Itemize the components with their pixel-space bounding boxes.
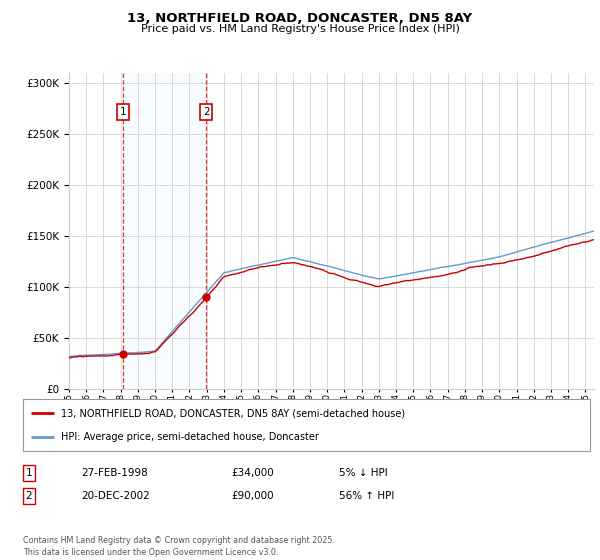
Text: 56% ↑ HPI: 56% ↑ HPI (339, 491, 394, 501)
Text: Contains HM Land Registry data © Crown copyright and database right 2025.
This d: Contains HM Land Registry data © Crown c… (23, 536, 335, 557)
Text: 20-DEC-2002: 20-DEC-2002 (81, 491, 150, 501)
Text: 1: 1 (25, 468, 32, 478)
Text: 13, NORTHFIELD ROAD, DONCASTER, DN5 8AY (semi-detached house): 13, NORTHFIELD ROAD, DONCASTER, DN5 8AY … (61, 408, 406, 418)
Text: 1: 1 (120, 108, 127, 118)
Text: 2: 2 (203, 108, 209, 118)
Text: 2: 2 (25, 491, 32, 501)
Text: 5% ↓ HPI: 5% ↓ HPI (339, 468, 388, 478)
Text: £34,000: £34,000 (231, 468, 274, 478)
Text: £90,000: £90,000 (231, 491, 274, 501)
Text: HPI: Average price, semi-detached house, Doncaster: HPI: Average price, semi-detached house,… (61, 432, 319, 442)
Text: Price paid vs. HM Land Registry's House Price Index (HPI): Price paid vs. HM Land Registry's House … (140, 24, 460, 34)
Text: 27-FEB-1998: 27-FEB-1998 (81, 468, 148, 478)
Bar (123, 73, 206, 389)
Text: 13, NORTHFIELD ROAD, DONCASTER, DN5 8AY: 13, NORTHFIELD ROAD, DONCASTER, DN5 8AY (127, 12, 473, 25)
